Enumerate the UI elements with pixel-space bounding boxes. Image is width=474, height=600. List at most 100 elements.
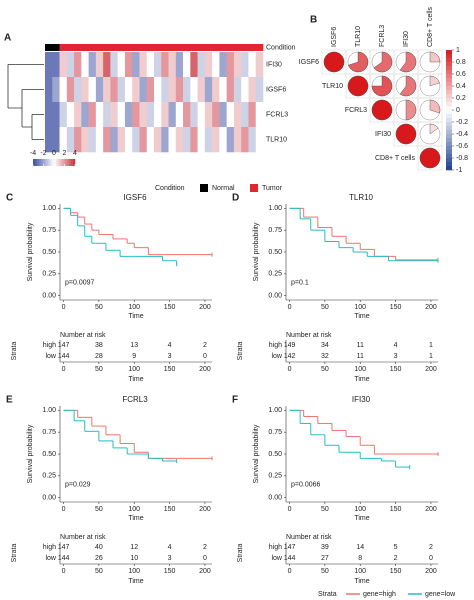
risk-row-label: low — [271, 353, 282, 360]
heat-cell — [88, 102, 97, 128]
row-label: FCRL3 — [345, 107, 367, 114]
row-label: IFI30 — [375, 131, 391, 138]
x-axis-label: Time — [128, 578, 143, 585]
x-tick-label: 50 — [95, 366, 103, 373]
condition-cell — [146, 44, 155, 51]
heat-cell — [168, 77, 177, 103]
colorbar-tick-label: 0.6 — [456, 71, 466, 78]
column-label: FCRL3 — [379, 25, 386, 47]
legend-title: Strata — [318, 591, 337, 598]
heat-cell — [190, 127, 198, 153]
risk-count: 10 — [130, 555, 138, 562]
colorbar-tick-label: 0 — [456, 107, 460, 114]
heat-cell — [139, 52, 148, 78]
x-tick-label: 150 — [390, 506, 402, 513]
heat-cell — [183, 102, 191, 128]
x-tick-label: 200 — [425, 366, 437, 373]
panel-label: F — [232, 395, 238, 406]
condition-cell — [190, 44, 198, 51]
colorbar-segment — [446, 78, 452, 83]
colorbar-segment — [66, 159, 69, 166]
row-label: TLR10 — [322, 83, 343, 90]
x-tick-label: 200 — [425, 506, 437, 513]
condition-cell — [139, 44, 148, 51]
heat-cell — [197, 102, 206, 128]
heat-cell — [183, 77, 191, 103]
heat-cell — [255, 52, 264, 78]
heat-cell — [161, 102, 169, 128]
heat-cell — [175, 127, 184, 153]
heat-cell — [81, 127, 89, 153]
colorbar-segment — [58, 159, 61, 166]
colorbar-segment — [446, 158, 452, 163]
heat-cell — [117, 127, 126, 153]
heat-cell — [95, 102, 104, 128]
heat-cell — [197, 77, 206, 103]
heat-cell — [212, 102, 220, 128]
y-tick-label: 1.00 — [268, 205, 282, 212]
risk-count: 11 — [357, 342, 364, 349]
y-axis-label: Survival probability — [27, 424, 34, 483]
x-tick-label: 100 — [128, 506, 140, 513]
x-tick-label: 50 — [95, 568, 103, 575]
risk-count: 14 — [356, 544, 364, 551]
x-tick-label: 150 — [390, 366, 402, 373]
heat-cell — [212, 52, 220, 78]
risk-count: 26 — [95, 555, 103, 562]
colorbar-segment — [446, 94, 452, 99]
colorbar-segment — [446, 118, 452, 123]
condition-cell — [52, 44, 60, 51]
heat-cell — [139, 77, 148, 103]
risk-count: 0 — [203, 555, 207, 562]
heat-cell — [161, 127, 169, 153]
x-tick-label: 150 — [164, 366, 176, 373]
heat-cell — [81, 77, 89, 103]
y-tick-label: 0.75 — [42, 429, 56, 436]
x-tick-label: 0 — [62, 568, 66, 575]
colorbar-tick-label: 0.4 — [456, 83, 466, 90]
risk-count: 144 — [58, 555, 70, 562]
condition-cell — [161, 44, 169, 51]
heat-cell — [132, 77, 140, 103]
condition-cell — [154, 44, 162, 51]
heat-cell — [59, 52, 68, 78]
colorbar-segment — [68, 159, 72, 166]
heat-cell — [103, 127, 111, 153]
y-tick-label: 0.50 — [42, 249, 56, 256]
annotation: p=0.0066 — [291, 481, 320, 488]
pie — [429, 99, 441, 114]
colorbar-segment — [54, 159, 57, 166]
colorbar-tick-label: -0.4 — [456, 131, 468, 138]
heat-cell — [219, 127, 227, 153]
heat-cell — [132, 52, 140, 78]
risk-count: 34 — [321, 342, 329, 349]
colorbar-segment — [62, 159, 65, 166]
heat-cell — [117, 52, 126, 78]
column-label: TLR10 — [355, 26, 362, 47]
colorbar-tick-label: -4 — [30, 150, 36, 157]
colorbar-segment — [446, 86, 452, 91]
heat-cell — [233, 52, 242, 78]
panel-label: A — [4, 33, 11, 44]
colorbar-segment — [37, 159, 40, 166]
heat-cell — [45, 102, 53, 128]
heat-cell — [66, 77, 75, 103]
risk-title: Number at risk — [286, 332, 332, 339]
strata-label: Strata — [11, 544, 18, 563]
condition-cell — [124, 44, 133, 51]
heat-cell — [45, 127, 53, 153]
heat-cell — [226, 52, 235, 78]
heat-cell — [81, 52, 89, 78]
condition-cell — [183, 44, 191, 51]
heat-cell — [248, 52, 257, 78]
risk-count: 5 — [394, 544, 398, 551]
colorbar-segment — [39, 159, 42, 166]
heat-cell — [66, 102, 75, 128]
colorbar-tick-label: -1 — [456, 167, 462, 174]
heat-cell — [233, 102, 242, 128]
colorbar-tick-label: 1 — [456, 47, 460, 54]
risk-count: 8 — [358, 555, 362, 562]
x-tick-label: 100 — [354, 366, 366, 373]
heat-cell — [190, 77, 198, 103]
legend-swatch — [200, 184, 208, 192]
